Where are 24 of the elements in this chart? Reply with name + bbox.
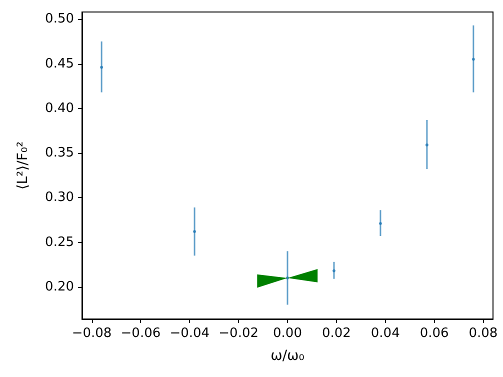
y-axis-title: ⟨L²⟩/F₀² xyxy=(15,141,31,190)
x-tick-label: 0.02 xyxy=(322,326,351,341)
y-tick-label: 0.30 xyxy=(45,190,74,206)
point xyxy=(100,66,104,69)
y-tick-label: 0.25 xyxy=(45,234,74,250)
x-tick-label: −0.04 xyxy=(170,326,210,341)
x-axis-title: ω/ω₀ xyxy=(270,348,305,364)
y-tick-label: 0.35 xyxy=(45,146,74,161)
point xyxy=(378,222,382,226)
x-tick-label: −0.02 xyxy=(218,326,258,341)
x-tick-label: 0.04 xyxy=(370,326,400,341)
x-tick-label: −0.06 xyxy=(120,326,161,341)
y-tick-label: 0.45 xyxy=(45,56,74,72)
y-tick-label: 0.20 xyxy=(45,279,74,294)
x-tick-label: 0.06 xyxy=(420,326,449,341)
point xyxy=(425,143,428,146)
point xyxy=(193,230,196,234)
y-tick-label: 0.40 xyxy=(45,100,74,116)
point xyxy=(332,269,336,272)
x-tick-label: 0.08 xyxy=(468,326,498,341)
y-tick-label: 0.50 xyxy=(45,12,74,27)
point xyxy=(472,58,475,61)
x-tick-label: 0.00 xyxy=(273,326,302,341)
x-tick-label: −0.08 xyxy=(72,326,112,341)
